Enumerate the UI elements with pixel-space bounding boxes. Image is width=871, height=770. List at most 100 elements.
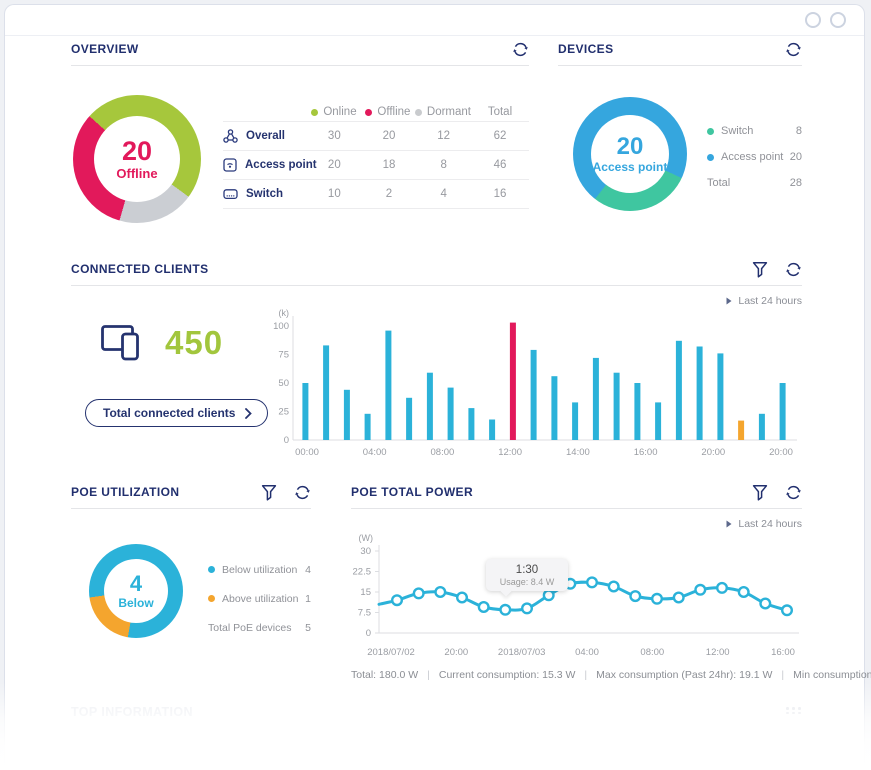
cell-value: 18 bbox=[382, 159, 396, 171]
devices-legend: Switch 8 Access point 20 Total 28 bbox=[707, 118, 802, 211]
cell-value: 2 bbox=[385, 188, 393, 200]
legend-item-switch: Switch 8 bbox=[707, 118, 802, 144]
connected-clients-title: CONNECTED CLIENTS bbox=[71, 262, 209, 276]
online-dot bbox=[311, 108, 319, 116]
refresh-icon[interactable] bbox=[294, 484, 311, 501]
svg-text:30: 30 bbox=[360, 546, 371, 557]
overview-table: Online Offline Dormant Total bbox=[223, 103, 529, 223]
svg-text:100: 100 bbox=[273, 321, 289, 332]
svg-text:0: 0 bbox=[284, 435, 289, 446]
devices-donut-chart: 20 Access point bbox=[573, 97, 687, 211]
overview-donut-chart: 20 Offline bbox=[73, 95, 201, 223]
connected-clients-summary: 450 Total connected clients bbox=[71, 286, 271, 460]
devices-donut-label: Access point bbox=[592, 160, 668, 175]
column-header-online: Online bbox=[307, 106, 361, 118]
filter-icon[interactable] bbox=[752, 261, 768, 278]
cell-value: 10 bbox=[327, 188, 341, 200]
refresh-icon[interactable] bbox=[512, 41, 529, 58]
svg-text:16:00: 16:00 bbox=[634, 447, 658, 458]
svg-text:08:00: 08:00 bbox=[640, 647, 664, 658]
svg-text:25: 25 bbox=[278, 407, 289, 418]
top-information-title: TOP INFORMATION bbox=[71, 705, 193, 719]
dormant-dot bbox=[414, 108, 422, 116]
more-options-icon[interactable] bbox=[786, 707, 802, 714]
svg-text:75: 75 bbox=[278, 350, 289, 361]
svg-text:08:00: 08:00 bbox=[431, 447, 455, 458]
poe-power-line-chart[interactable]: (W) 30 22.5 15 7.5 0 2018/07/02 20:00 2018/07/03… bbox=[351, 533, 802, 665]
svg-text:20:00: 20:00 bbox=[701, 447, 725, 458]
overview-donut-value: 20 bbox=[121, 135, 153, 166]
switch-dot bbox=[707, 127, 714, 135]
refresh-icon[interactable] bbox=[785, 484, 802, 501]
devices-header: DEVICES bbox=[558, 43, 802, 66]
below-utilization-dot bbox=[208, 566, 215, 573]
overview-donut-label: Offline bbox=[116, 166, 158, 182]
overview-title: OVERVIEW bbox=[71, 42, 139, 56]
poe-total-power-title: POE TOTAL POWER bbox=[351, 485, 474, 499]
access-point-dot bbox=[707, 153, 714, 161]
svg-text:12:00: 12:00 bbox=[706, 647, 730, 658]
svg-text:2018/07/02: 2018/07/02 bbox=[367, 647, 415, 658]
cell-value: 62 bbox=[493, 130, 507, 142]
stat-min: Min consumption (Past 24hr): 1.3 W bbox=[793, 669, 871, 681]
svg-text:2018/07/03: 2018/07/03 bbox=[498, 647, 546, 658]
legend-item-below-utilization: Below utilization 4 bbox=[208, 555, 311, 584]
time-range-selector[interactable]: Last 24 hours bbox=[726, 518, 802, 530]
connected-clients-panel: CONNECTED CLIENTS Last 24 hours bbox=[71, 261, 802, 460]
svg-text:(k): (k) bbox=[279, 308, 290, 318]
cell-value: 12 bbox=[437, 130, 451, 142]
column-header-total: Total bbox=[487, 106, 513, 118]
offline-dot bbox=[365, 108, 373, 116]
play-triangle-icon bbox=[726, 520, 732, 528]
svg-text:16:00: 16:00 bbox=[771, 647, 795, 658]
time-range-selector[interactable]: Last 24 hours bbox=[726, 295, 802, 307]
access-point-icon bbox=[223, 158, 237, 172]
above-utilization-dot bbox=[208, 595, 215, 602]
poe-utilization-title: POE UTILIZATION bbox=[71, 485, 180, 499]
stat-current: Current consumption: 15.3 W bbox=[438, 669, 576, 681]
tooltip-time: 1:30 bbox=[515, 564, 539, 577]
client-devices-icon bbox=[101, 325, 139, 361]
row-label-overall: Overall bbox=[223, 129, 307, 143]
svg-text:12:00: 12:00 bbox=[498, 447, 522, 458]
cell-value: 8 bbox=[440, 159, 447, 171]
window-control-icon[interactable] bbox=[805, 12, 821, 28]
table-row-switch: Switch 10 2 4 16 bbox=[223, 180, 529, 209]
column-header-offline: Offline bbox=[361, 106, 415, 118]
poe-utilization-donut-chart: 4 Below bbox=[89, 544, 183, 638]
poe-power-stats: Total: 180.0 W | Current consumption: 15.… bbox=[351, 669, 871, 681]
donut-hole bbox=[94, 116, 180, 202]
svg-text:(W): (W) bbox=[359, 533, 374, 543]
svg-text:20:00: 20:00 bbox=[769, 447, 793, 458]
devices-donut-center: 20 Access point bbox=[573, 97, 687, 211]
clients-bar-chart[interactable]: (k) 100 75 50 25 0 00:00 04:00 08:00 12:00 14:00 16… bbox=[271, 304, 802, 460]
refresh-icon[interactable] bbox=[785, 261, 802, 278]
column-header-dormant: Dormant bbox=[414, 106, 471, 118]
tooltip-usage: Usage: 8.4 W bbox=[499, 577, 555, 588]
filter-icon[interactable] bbox=[261, 484, 277, 501]
svg-text:20:00: 20:00 bbox=[444, 647, 468, 658]
top-information-section: TOP INFORMATION bbox=[71, 705, 802, 719]
svg-text:15: 15 bbox=[360, 587, 371, 598]
donut-hole bbox=[591, 115, 669, 193]
refresh-icon[interactable] bbox=[785, 41, 802, 58]
filter-icon[interactable] bbox=[752, 484, 768, 501]
poe-utilization-header: POE UTILIZATION bbox=[71, 484, 311, 509]
devices-panel: DEVICES 20 Access point bbox=[558, 43, 802, 211]
poe-donut-center: 4 Below bbox=[89, 544, 183, 638]
legend-item-access-point: Access point 20 bbox=[707, 144, 802, 170]
poe-utilization-legend: Below utilization 4 Above utilization 1 … bbox=[208, 555, 311, 642]
poe-donut-value: 4 bbox=[129, 571, 143, 597]
overview-header: OVERVIEW bbox=[71, 43, 529, 66]
stat-max: Max consumption (Past 24hr): 19.1 W bbox=[596, 669, 773, 681]
poe-total-power-header: POE TOTAL POWER bbox=[351, 484, 802, 509]
legend-item-total: Total 28 bbox=[707, 177, 802, 189]
overview-table-header: Online Offline Dormant Total bbox=[223, 103, 529, 122]
row-label-access-point: Access point bbox=[223, 158, 317, 172]
window-control-icon[interactable] bbox=[830, 12, 846, 28]
svg-text:7.5: 7.5 bbox=[358, 608, 371, 619]
svg-text:14:00: 14:00 bbox=[566, 447, 590, 458]
devices-donut-value: 20 bbox=[616, 132, 644, 160]
total-connected-clients-button[interactable]: Total connected clients bbox=[85, 399, 269, 427]
svg-text:0: 0 bbox=[366, 628, 371, 639]
